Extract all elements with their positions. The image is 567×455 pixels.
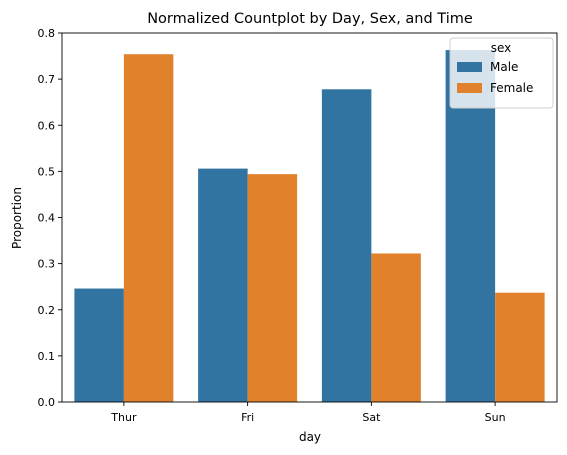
y-axis: 0.0 0.1 0.2 0.3 0.4 0.5 0.6 0.7 0.8 (38, 27, 62, 409)
legend-label-female: Female (490, 81, 533, 95)
bar-thur-male (74, 288, 124, 402)
bar-sun-female (495, 292, 545, 402)
legend-swatch-female (457, 83, 482, 93)
bar-thur-female (123, 54, 174, 402)
bar-sun-male (445, 50, 496, 402)
y-tick-label: 0.1 (38, 350, 56, 363)
x-axis-label: day (299, 430, 321, 444)
y-tick-label: 0.4 (38, 212, 56, 225)
chart-title: Normalized Countplot by Day, Sex, and Ti… (147, 11, 473, 27)
y-axis-label: Proportion (10, 187, 24, 249)
y-tick-label: 0.6 (38, 119, 56, 132)
bar-sat-female (371, 253, 421, 402)
legend-label-male: Male (490, 60, 518, 74)
bar-sat-male (321, 89, 372, 403)
x-axis: Thur Fri Sat Sun (110, 402, 506, 424)
legend-swatch-male (457, 62, 482, 72)
bar-fri-female (247, 174, 298, 402)
y-tick-label: 0.2 (38, 304, 56, 317)
x-tick-label-sun: Sun (485, 411, 506, 424)
y-tick-label: 0.7 (38, 73, 56, 86)
x-tick-label-sat: Sat (362, 411, 381, 424)
y-tick-label: 0.0 (38, 396, 56, 409)
bar-fri-male (198, 168, 248, 402)
bars-group (74, 50, 545, 403)
legend-title: sex (491, 41, 512, 55)
x-tick-label-thur: Thur (110, 411, 137, 424)
legend: sex Male Female (449, 37, 554, 109)
y-tick-label: 0.5 (38, 165, 56, 178)
y-tick-label: 0.8 (38, 27, 56, 40)
x-tick-label-fri: Fri (241, 411, 254, 424)
y-tick-label: 0.3 (38, 258, 56, 271)
